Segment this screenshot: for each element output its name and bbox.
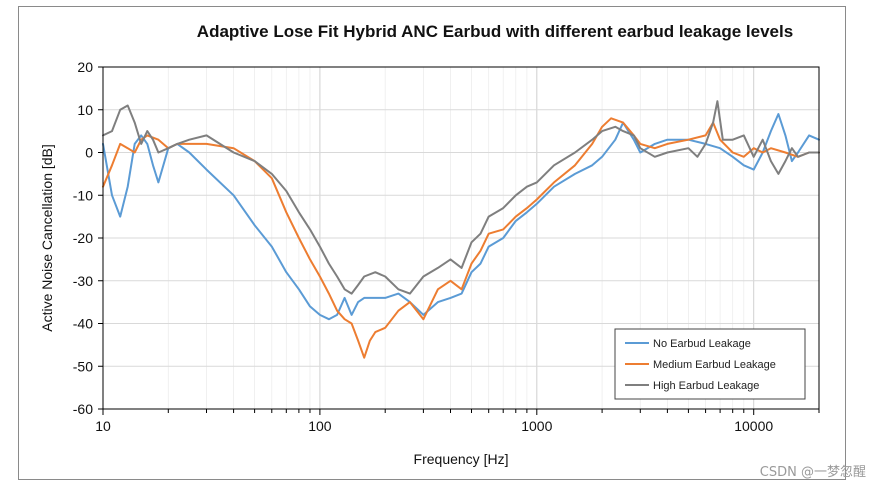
x-tick-labels: 10 100 1000 10000 bbox=[95, 418, 773, 434]
legend: No Earbud Leakage Medium Earbud Leakage … bbox=[614, 328, 806, 400]
chart-svg: Adaptive Lose Fit Hybrid ANC Earbud with… bbox=[39, 22, 820, 467]
plot-area-border bbox=[102, 66, 820, 410]
y-tick-label: -20 bbox=[73, 230, 93, 246]
y-tick-label: 10 bbox=[77, 102, 93, 118]
y-tick-label: 20 bbox=[77, 59, 93, 75]
x-tick-label: 10 bbox=[95, 418, 111, 434]
legend-label-no-leakage: No Earbud Leakage bbox=[653, 338, 751, 350]
chart-title: Adaptive Lose Fit Hybrid ANC Earbud with… bbox=[197, 22, 793, 41]
x-tick-label: 100 bbox=[308, 418, 332, 434]
legend-label-medium-leakage: Medium Earbud Leakage bbox=[653, 359, 776, 371]
series-line-high-leakage bbox=[102, 100, 820, 295]
y-tick-label: -30 bbox=[73, 273, 93, 289]
y-tick-label: -60 bbox=[73, 401, 93, 417]
y-tick-label: -10 bbox=[73, 187, 93, 203]
y-axis-label: Active Noise Cancellation [dB] bbox=[39, 144, 55, 332]
y-tick-label: 0 bbox=[85, 145, 93, 161]
y-tick-labels: 20 10 0 -10 -20 -30 -40 -50 -60 bbox=[73, 59, 93, 417]
x-axis-label: Frequency [Hz] bbox=[414, 451, 509, 467]
series-line-medium-leakage bbox=[102, 117, 820, 359]
series-group bbox=[102, 100, 820, 359]
watermark: CSDN @一梦忽醒 bbox=[759, 465, 866, 480]
x-tick-label: 1000 bbox=[521, 418, 552, 434]
chart-frame: Adaptive Lose Fit Hybrid ANC Earbud with… bbox=[18, 6, 846, 480]
y-tick-label: -40 bbox=[73, 316, 93, 332]
y-tick-label: -50 bbox=[73, 358, 93, 374]
series-line-no-leakage bbox=[102, 113, 820, 321]
legend-label-high-leakage: High Earbud Leakage bbox=[653, 380, 759, 392]
x-tick-label: 10000 bbox=[734, 418, 773, 434]
